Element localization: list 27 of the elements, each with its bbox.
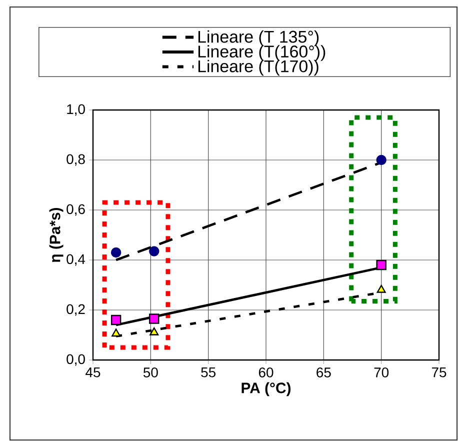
legend-label: Lineare (T 135°)	[198, 30, 319, 46]
point	[150, 327, 159, 336]
x-axis-title: PA (°C)	[242, 382, 291, 396]
x-tick-label: 50	[143, 368, 158, 378]
point	[376, 260, 386, 270]
x-tick-label: 70	[374, 368, 389, 378]
y-tick-label: 0,0	[66, 354, 85, 366]
x-tick-label: 60	[258, 368, 274, 378]
point	[110, 314, 122, 326]
point	[149, 314, 160, 324]
y-tick-label: 0,2	[66, 304, 85, 316]
point	[110, 247, 122, 258]
y-tick-label: 0,4	[66, 254, 86, 266]
y-axis-title: η (Pa*s)	[49, 208, 64, 262]
legend-label: Lineare (T(160°))	[198, 45, 326, 61]
x-tick-label: 55	[201, 368, 216, 378]
y-tick-label: 0,8	[66, 154, 85, 166]
y-tick-label: 1,0	[67, 104, 85, 116]
point	[149, 246, 160, 256]
x-tick-label: 45	[86, 368, 100, 378]
legend-label: Lineare (T(170))	[198, 60, 318, 76]
x-tick-label: 75	[432, 368, 446, 378]
point	[376, 154, 386, 166]
x-tick-label: 65	[316, 368, 331, 378]
y-tick-label: 0,6	[66, 204, 85, 216]
point	[112, 328, 121, 337]
point	[376, 284, 386, 293]
